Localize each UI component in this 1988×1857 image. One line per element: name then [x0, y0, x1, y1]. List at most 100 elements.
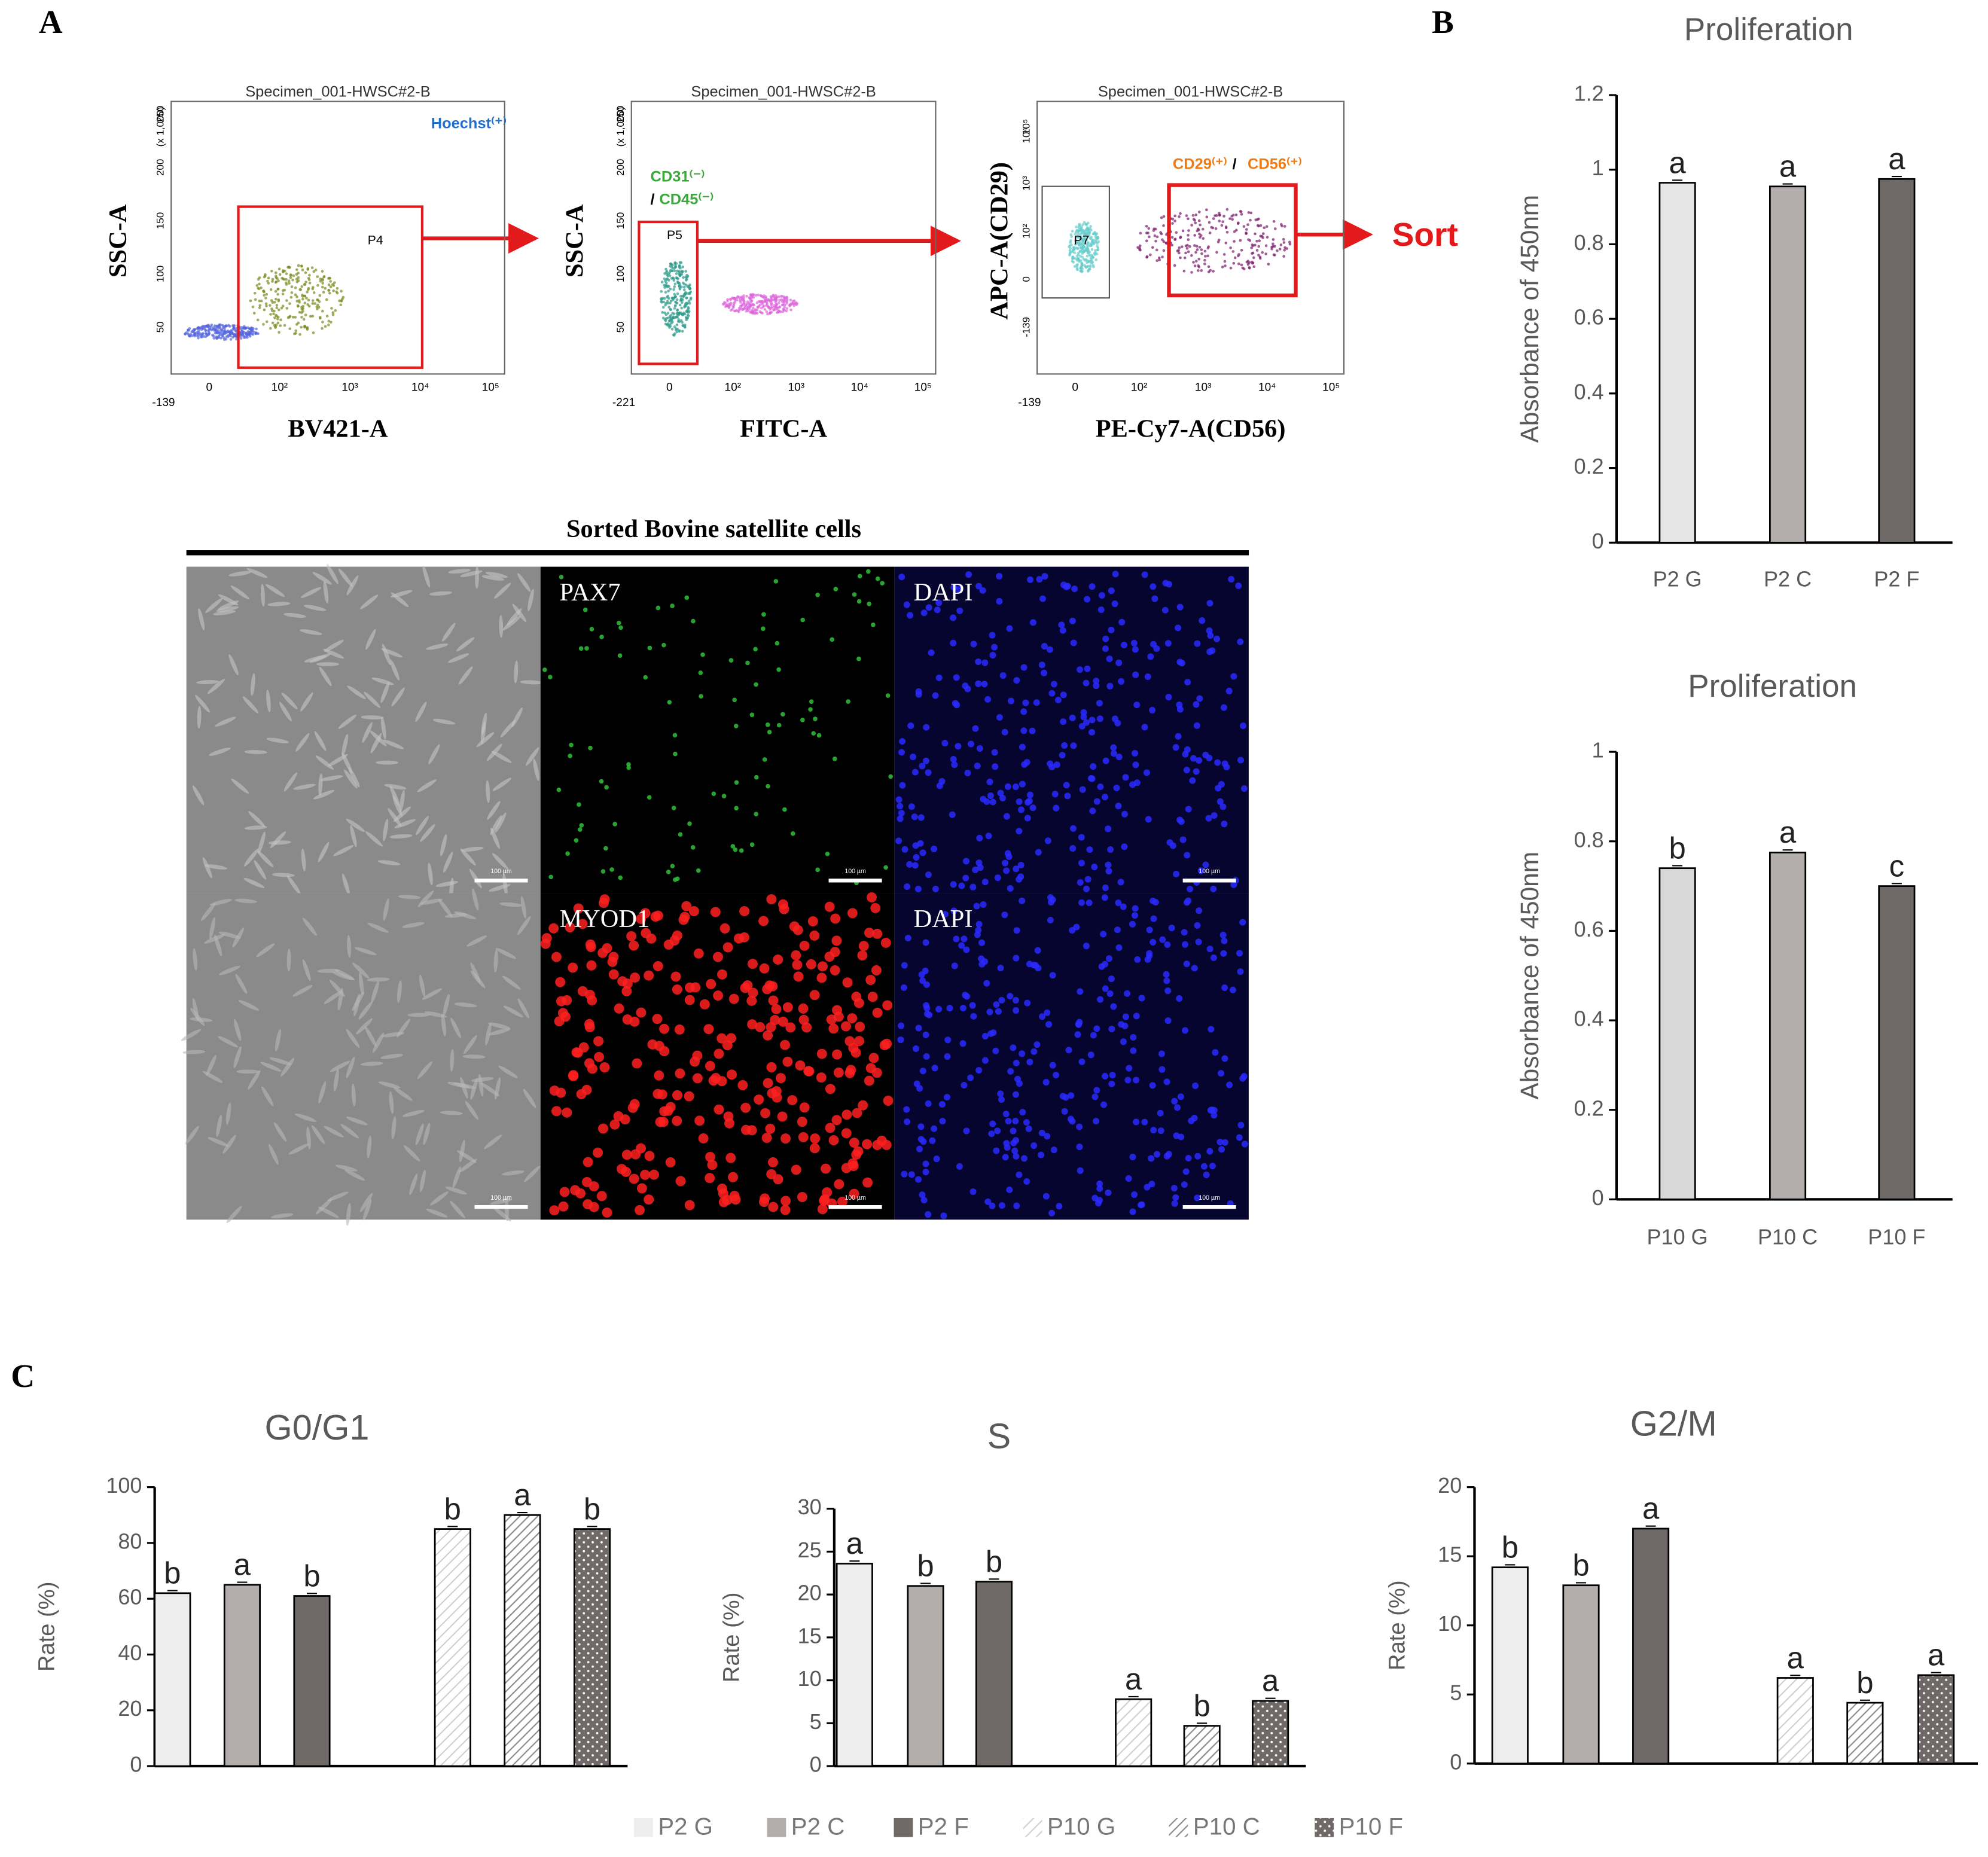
cell-texture: [383, 898, 389, 921]
event-dot: [737, 310, 740, 313]
cell-texture: [1069, 1118, 1076, 1125]
event-dot: [1083, 264, 1087, 267]
cell-texture: [925, 769, 932, 776]
event-dot: [1184, 251, 1187, 255]
cell-texture: [825, 1084, 836, 1094]
event-dot: [1086, 264, 1090, 268]
cell-texture: [989, 1120, 996, 1127]
bar: [1115, 1698, 1152, 1767]
cell-texture: [1132, 671, 1139, 678]
cell-texture: [767, 1157, 778, 1167]
cell-texture: [618, 875, 623, 880]
event-dot: [219, 328, 223, 331]
event-dot: [769, 295, 773, 298]
cell-texture: [934, 606, 941, 614]
event-dot: [775, 299, 777, 303]
event-dot: [666, 285, 669, 289]
event-dot: [1187, 250, 1190, 254]
y-tick-label: 20: [1438, 1473, 1462, 1498]
cell-texture: [422, 988, 443, 1000]
event-dot: [1194, 221, 1197, 224]
cell-texture: [317, 968, 340, 973]
event-dot: [680, 306, 684, 310]
event-dot: [1078, 222, 1081, 226]
cell-texture: [992, 763, 999, 770]
cell-texture: [1134, 956, 1141, 963]
cell-texture: [1191, 965, 1198, 972]
cell-texture: [488, 884, 511, 892]
event-dot: [675, 262, 678, 265]
cell-texture: [780, 712, 785, 717]
cell-texture: [346, 1056, 355, 1078]
cell-texture: [1144, 673, 1151, 681]
event-dot: [1231, 214, 1235, 217]
event-dot: [275, 275, 278, 278]
cell-texture: [825, 1123, 836, 1133]
event-dot: [269, 288, 273, 291]
cell-texture: [602, 1207, 612, 1218]
event-dot: [1075, 242, 1078, 245]
event-dot: [274, 280, 278, 284]
cell-texture: [895, 837, 902, 844]
cell-texture: [975, 658, 982, 665]
cell-texture: [951, 962, 958, 969]
cell-texture: [1023, 1119, 1030, 1126]
event-dot: [1248, 266, 1251, 269]
event-dot: [765, 310, 769, 313]
cell-texture: [502, 975, 521, 990]
cell-texture: [998, 1096, 1005, 1103]
event-dot: [1153, 234, 1157, 237]
event-dot: [1155, 235, 1159, 239]
cell-texture: [816, 1048, 827, 1059]
cell-texture: [940, 1212, 947, 1219]
event-dot: [669, 263, 672, 266]
cell-texture: [1150, 915, 1157, 922]
cell-texture: [1016, 1171, 1023, 1178]
cell-texture: [671, 806, 676, 810]
cell-texture: [230, 586, 249, 600]
cell-texture: [461, 846, 484, 852]
cell-texture: [1131, 750, 1139, 757]
cell-texture: [1176, 816, 1184, 824]
event-dot: [267, 282, 270, 285]
cell-texture: [798, 1132, 809, 1142]
y-tick-label: 10: [1438, 1611, 1462, 1636]
event-dot: [269, 327, 272, 330]
event-dot: [1278, 248, 1282, 251]
cell-texture: [562, 1107, 572, 1118]
cell-texture: [830, 913, 841, 924]
cell-texture: [816, 972, 827, 983]
cell-texture: [733, 933, 744, 944]
cell-texture: [456, 637, 475, 652]
cell-texture: [1013, 927, 1020, 934]
stain-label: DAPI: [914, 578, 973, 606]
cell-texture: [1118, 618, 1126, 626]
cell-texture: [944, 1053, 951, 1060]
cell-texture: [608, 969, 619, 980]
event-dot: [204, 328, 208, 332]
cell-texture: [1033, 1041, 1041, 1048]
event-dot: [330, 307, 333, 310]
bar: [573, 1528, 611, 1767]
y-tick-label: 0.2: [1574, 454, 1604, 478]
cell-texture: [882, 1000, 893, 1011]
cell-texture: [684, 1091, 694, 1102]
event-dot: [689, 296, 693, 300]
cell-texture: [898, 749, 905, 756]
event-dot: [1075, 225, 1078, 228]
event-dot: [317, 306, 321, 309]
cell-texture: [830, 947, 840, 958]
cell-texture: [1093, 1087, 1100, 1094]
cell-texture: [1131, 1191, 1138, 1199]
event-dot: [316, 283, 319, 287]
event-dot: [212, 337, 216, 340]
x-tick-label: 10²: [272, 382, 288, 394]
cell-texture: [1053, 1071, 1060, 1078]
cell-texture: [797, 1192, 807, 1203]
cell-texture: [1022, 699, 1029, 706]
cell-texture: [295, 1113, 317, 1123]
cell-texture: [853, 1146, 864, 1157]
cell-texture: [192, 785, 205, 806]
event-dot: [669, 287, 672, 291]
y-tick-label: 0: [1592, 529, 1604, 553]
